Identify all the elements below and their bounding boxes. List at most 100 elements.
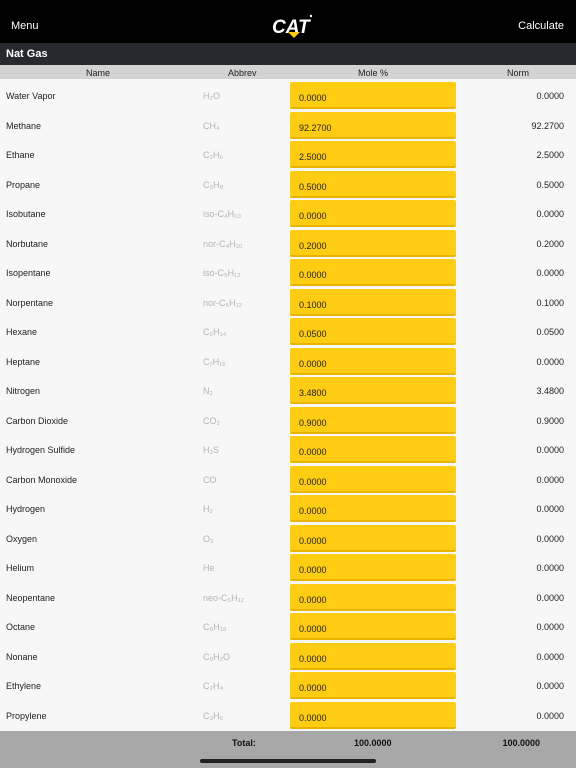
cat-logo: CAT — [272, 14, 313, 38]
table-row: Ethane C₂H₆ 2.5000 2.5000 — [0, 138, 576, 168]
gas-abbrev: C₈H₁₈ — [203, 622, 227, 632]
mole-percent-input[interactable]: 0.0000 — [290, 436, 456, 463]
norm-value: 0.0500 — [536, 327, 564, 337]
mole-percent-value: 0.0000 — [299, 594, 327, 605]
mole-percent-input[interactable]: 0.1000 — [290, 288, 456, 316]
mole-percent-input[interactable]: 2.5000 — [290, 141, 456, 168]
mole-percent-value: 3.4800 — [299, 388, 327, 398]
table-row: Carbon Dioxide CO₂ 0.9000 0.9000 — [0, 404, 576, 434]
mole-percent-input[interactable]: 3.4800 — [290, 377, 456, 404]
mole-percent-input[interactable]: 0.0000 — [290, 524, 456, 552]
table-row: Propane C₃H₈ 0.5000 0.5000 — [0, 168, 576, 198]
mole-percent-input[interactable]: 0.0000 — [290, 642, 456, 670]
gas-abbrev: nor-C₅H₁₂ — [203, 297, 243, 308]
top-bar: Menu CAT Calculate — [0, 0, 576, 43]
section-title: Nat Gas — [6, 48, 48, 60]
norm-value: 0.0000 — [536, 622, 564, 632]
mole-percent-input[interactable]: 0.9000 — [290, 406, 456, 434]
norm-value: 0.0000 — [536, 268, 564, 278]
mole-percent-input[interactable]: 0.5000 — [290, 170, 456, 198]
gas-abbrev: CH₄ — [203, 120, 220, 131]
gas-name: Isopentane — [6, 268, 51, 278]
mole-percent-value: 0.0000 — [299, 476, 327, 487]
mole-percent-value: 0.0000 — [299, 270, 327, 280]
mole-percent-input[interactable]: 0.0000 — [290, 347, 456, 375]
menu-button[interactable]: Menu — [11, 20, 39, 32]
gas-name: Nonane — [6, 651, 38, 662]
mole-percent-input[interactable]: 0.0000 — [290, 613, 456, 640]
gas-abbrev: O₂ — [203, 533, 214, 544]
mole-percent-value: 0.5000 — [299, 181, 327, 192]
table-row: Water Vapor H₂O 0.0000 0.0000 — [0, 79, 576, 109]
norm-value: 0.5000 — [536, 179, 564, 190]
mole-percent-value: 0.0000 — [299, 683, 327, 693]
mole-percent-value: 0.0000 — [299, 447, 327, 457]
mole-percent-input[interactable]: 0.0000 — [290, 465, 456, 493]
gas-abbrev: H₂O — [203, 91, 220, 101]
mole-percent-input[interactable]: 0.0500 — [290, 318, 456, 345]
table-row: Neopentane neo-C₅H₁₂ 0.0000 0.0000 — [0, 581, 576, 611]
norm-value: 0.0000 — [536, 445, 564, 455]
gas-abbrev: C₂H₄ — [203, 681, 224, 691]
gas-abbrev: C₉H₂O — [203, 651, 231, 662]
gas-name: Propylene — [6, 710, 47, 721]
column-header-abbrev: Abbrev — [228, 68, 257, 78]
section-header: Nat Gas — [0, 43, 576, 65]
mole-percent-value: 2.5000 — [299, 152, 327, 162]
mole-percent-input[interactable]: 0.0000 — [290, 554, 456, 581]
gas-name: Hydrogen — [6, 504, 46, 514]
norm-value: 0.0000 — [536, 563, 564, 573]
gas-abbrev: neo-C₅H₁₂ — [203, 592, 245, 603]
table-row: Heptane C₇H₁₆ 0.0000 0.0000 — [0, 345, 576, 375]
mole-percent-input[interactable]: 0.0000 — [290, 583, 456, 611]
gas-abbrev: H₂ — [203, 504, 213, 514]
mole-percent-input[interactable]: 0.0000 — [290, 259, 456, 286]
table-row: Helium He 0.0000 0.0000 — [0, 551, 576, 581]
mole-percent-value: 0.0500 — [299, 329, 327, 339]
norm-value: 3.4800 — [536, 386, 564, 396]
table-row: Octane C₈H₁₈ 0.0000 0.0000 — [0, 610, 576, 640]
norm-value: 0.0000 — [536, 592, 564, 603]
mole-percent-input[interactable]: 0.0000 — [290, 200, 456, 227]
total-mole: 100.0000 — [354, 738, 392, 748]
table-row: Propylene C₃H₆ 0.0000 0.0000 — [0, 699, 576, 729]
mole-percent-input[interactable]: 0.0000 — [290, 672, 456, 699]
table-row: Hydrogen H₂ 0.0000 0.0000 — [0, 492, 576, 522]
mole-percent-value: 0.0000 — [299, 653, 327, 664]
mole-percent-value: 0.0000 — [299, 565, 327, 575]
mole-percent-input[interactable]: 0.0000 — [290, 701, 456, 729]
gas-abbrev: C₃H₆ — [203, 710, 224, 721]
norm-value: 0.2000 — [536, 238, 564, 249]
gas-name: Oxygen — [6, 533, 38, 544]
mole-percent-value: 0.0000 — [299, 506, 327, 516]
mole-percent-input[interactable]: 0.2000 — [290, 229, 456, 257]
gas-name: Isobutane — [6, 209, 46, 219]
column-header-mole: Mole % — [358, 68, 389, 78]
calculate-button[interactable]: Calculate — [518, 20, 564, 32]
mole-percent-value: 0.0000 — [299, 535, 327, 546]
mole-percent-input[interactable]: 0.0000 — [290, 495, 456, 522]
gas-name: Ethylene — [6, 681, 42, 691]
gas-name: Water Vapor — [6, 91, 56, 101]
mole-percent-input[interactable]: 0.0000 — [290, 82, 456, 109]
gas-abbrev: CO₂ — [203, 415, 220, 426]
table-row: Hexane C₆H₁₄ 0.0500 0.0500 — [0, 315, 576, 345]
norm-value: 0.0000 — [536, 209, 564, 219]
mole-percent-value: 0.2000 — [299, 240, 327, 251]
gas-table: Water Vapor H₂O 0.0000 0.0000 Methane CH₄ 92.2… — [0, 79, 576, 731]
norm-value: 0.0000 — [536, 91, 564, 101]
gas-abbrev: iso-C₅H₁₂ — [203, 268, 241, 278]
gas-abbrev: iso-C₄H₁₀ — [203, 209, 241, 219]
mole-percent-input[interactable]: 92.2700 — [290, 111, 456, 139]
home-indicator[interactable] — [200, 759, 376, 763]
column-header-row: Name Abbrev Mole % Norm — [0, 65, 576, 79]
gas-abbrev: C₃H₈ — [203, 179, 224, 190]
cat-logo-registered-mark — [309, 14, 313, 18]
gas-abbrev: C₇H₁₆ — [203, 356, 226, 367]
mole-percent-value: 0.0000 — [299, 93, 327, 103]
table-row: Isobutane iso-C₄H₁₀ 0.0000 0.0000 — [0, 197, 576, 227]
norm-value: 92.2700 — [531, 120, 564, 131]
gas-name: Carbon Dioxide — [6, 415, 69, 426]
column-header-norm: Norm — [507, 68, 529, 78]
gas-name: Ethane — [6, 150, 35, 160]
